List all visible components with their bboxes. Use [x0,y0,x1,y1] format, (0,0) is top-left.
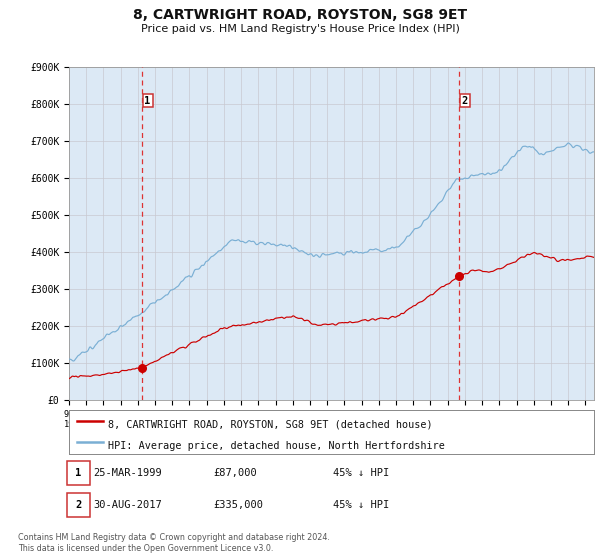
Text: 45% ↓ HPI: 45% ↓ HPI [333,500,389,510]
Text: 1: 1 [145,96,151,105]
Text: 8, CARTWRIGHT ROAD, ROYSTON, SG8 9ET: 8, CARTWRIGHT ROAD, ROYSTON, SG8 9ET [133,8,467,22]
Text: 8, CARTWRIGHT ROAD, ROYSTON, SG8 9ET (detached house): 8, CARTWRIGHT ROAD, ROYSTON, SG8 9ET (de… [109,420,433,430]
Text: 2: 2 [76,500,82,510]
Text: 1: 1 [76,468,82,478]
Text: £335,000: £335,000 [213,500,263,510]
Text: Contains HM Land Registry data © Crown copyright and database right 2024.
This d: Contains HM Land Registry data © Crown c… [18,533,330,553]
Text: HPI: Average price, detached house, North Hertfordshire: HPI: Average price, detached house, Nort… [109,441,445,451]
Text: 25-MAR-1999: 25-MAR-1999 [93,468,162,478]
Text: 30-AUG-2017: 30-AUG-2017 [93,500,162,510]
Text: £87,000: £87,000 [213,468,257,478]
Text: 45% ↓ HPI: 45% ↓ HPI [333,468,389,478]
Text: 2: 2 [461,96,468,105]
Text: Price paid vs. HM Land Registry's House Price Index (HPI): Price paid vs. HM Land Registry's House … [140,24,460,34]
